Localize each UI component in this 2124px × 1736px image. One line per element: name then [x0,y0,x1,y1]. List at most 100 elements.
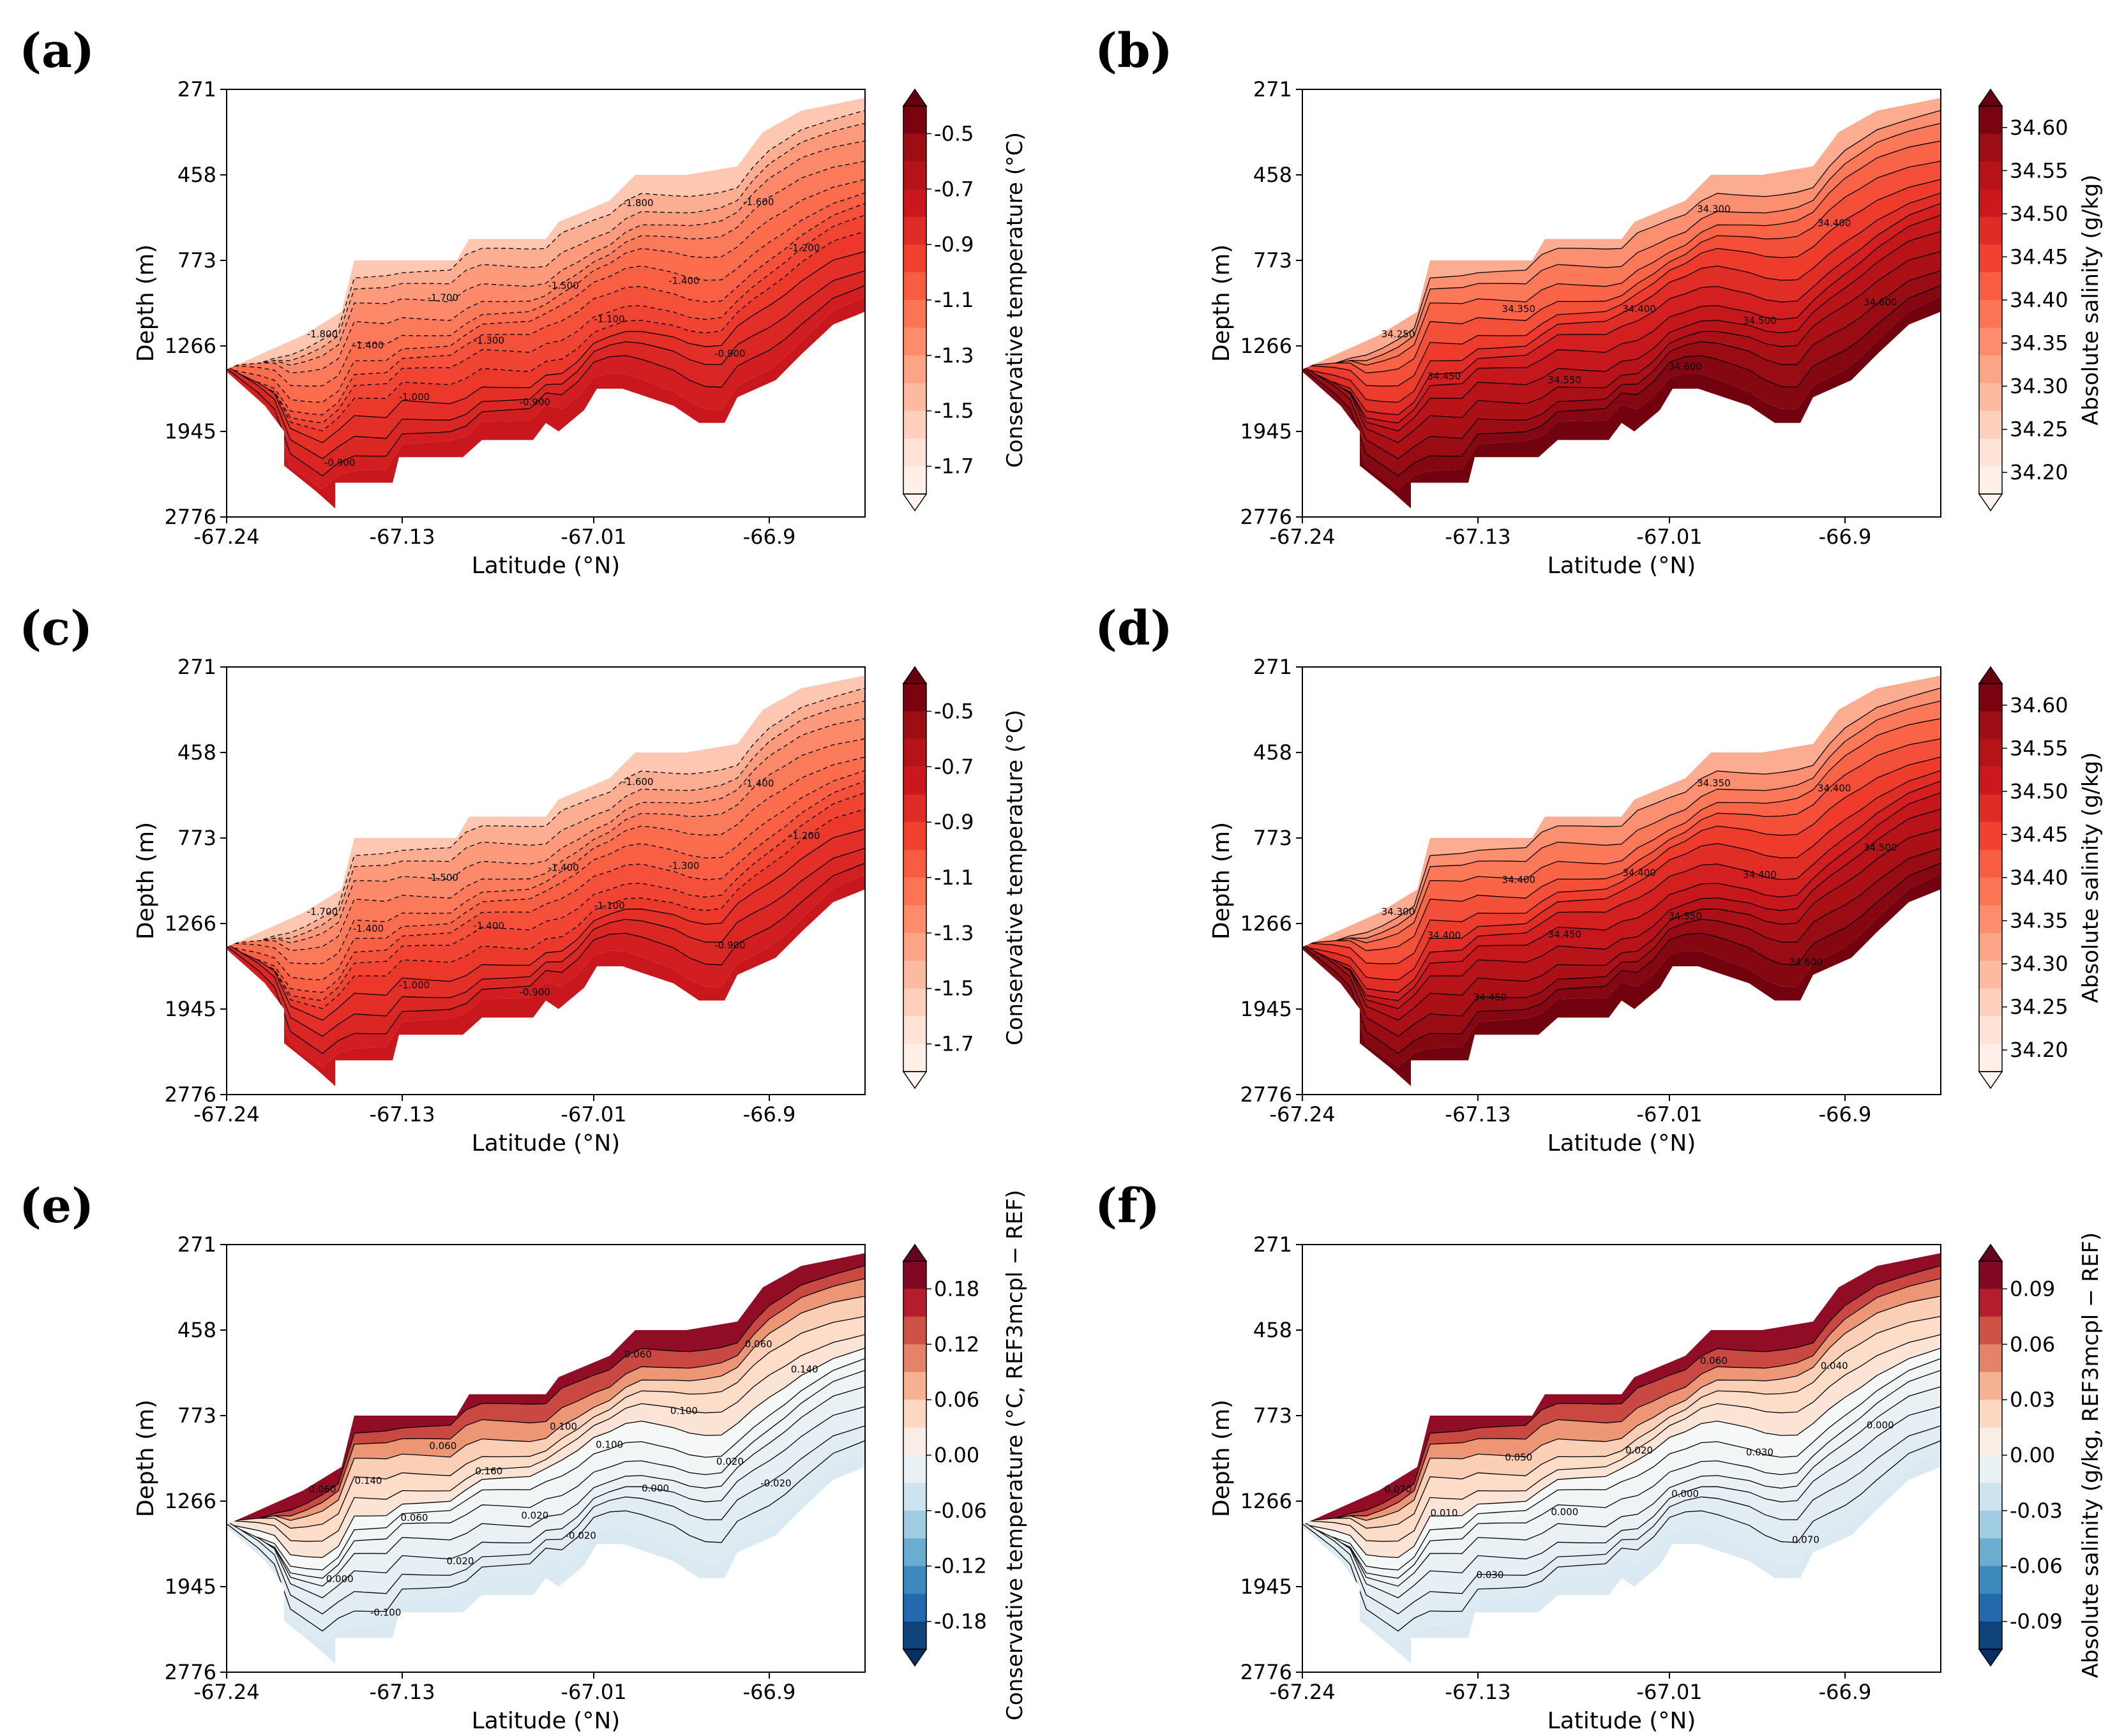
colorbar-band [1979,932,2002,961]
contour-line [1302,1370,1941,1579]
contour-line [227,192,865,403]
contour-label: 0.050 [1505,1452,1532,1463]
colorbar-band [1979,1044,2002,1072]
contour-line [1302,1315,1941,1529]
colorbar-tick-label: -1.1 [934,865,974,890]
contour-label: 34.500 [1864,842,1897,853]
colorbar-band [1979,684,2002,712]
contour-line [227,1386,865,1587]
colorbar-tick-label: -0.06 [934,1499,987,1523]
colorbar-extend-bottom [1978,1071,2003,1089]
contour-label: -1.400 [743,778,774,789]
colorbar-band [903,1400,926,1428]
colorbar-band [1979,1289,2002,1317]
contour-line [227,809,865,1009]
x-tick-label: -67.24 [1269,1102,1335,1126]
colorbar-band [903,1427,926,1456]
panel-c: (c) -1.700 -1.600 -1.500 -1.400 -1.400 -1.400 -… [19,601,1028,1156]
contour-label: 34.350 [1668,911,1702,922]
contour-label: 34.450 [1427,371,1461,382]
colorbar-tick-label: 34.45 [2010,822,2068,846]
contour-line [227,1278,865,1530]
colorbar-tick-label: 34.45 [2010,244,2068,269]
contour-band [227,701,865,952]
y-tick-label: 1266 [1240,334,1292,358]
x-axis-label: Latitude (°N) [472,1708,621,1734]
contour-label: 0.160 [475,1465,502,1477]
colorbar-band [903,466,926,495]
contour-label: -0.900 [520,396,550,408]
y-axis-label: Depth (m) [1209,244,1235,362]
y-axis-label: Depth (m) [1209,822,1235,939]
contour-label: 34.450 [1473,991,1507,1003]
axes-frame [1302,666,1941,1095]
colorbar-band [903,1372,926,1400]
contour-band [227,296,865,509]
colorbar-band [903,905,926,934]
contour-line [1302,780,1941,993]
y-tick-label: 773 [1253,248,1292,273]
colorbar-tick-label: -1.7 [934,454,974,479]
colorbar-band [1979,849,2002,878]
contour-label: 34.600 [1668,361,1702,373]
contour-label: 34.400 [1818,782,1851,794]
contour-label: -1.200 [789,242,820,253]
contour-line [1302,1334,1941,1542]
colorbar-tick-label: -1.5 [934,976,974,1001]
contour-label: 0.000 [326,1573,354,1585]
colorbar-band [903,327,926,356]
contour-label: -1.400 [474,920,504,931]
colorbar: 0.18 0.12 0.06 0.00 -0.06 -0.12 -0.18 Conservat… [902,1190,1028,1721]
colorbar: -0.5 -0.7 -0.9 -1.1 -1.3 -1.5 -1.7 Conservative… [902,88,1028,512]
colorbar-extend-top [1978,1243,2003,1262]
contour-label: 0.060 [1700,1355,1728,1366]
y-tick-label: 1945 [1240,1575,1292,1599]
colorbar-band [903,767,926,795]
y-tick-label: 458 [1253,1318,1292,1342]
colorbar-band [903,1621,926,1650]
colorbar-tick-label: -1.5 [934,399,974,423]
colorbar-band [903,794,926,823]
contour-line [227,718,865,949]
x-tick-label: -66.9 [743,1680,796,1704]
contour-band [227,1335,865,1558]
colorbar-band [903,1261,926,1289]
contour-label: -1.400 [548,862,578,873]
contour-label: -1.500 [428,872,458,883]
colorbar-extend-top [1978,666,2003,684]
colorbar-band [903,133,926,162]
contour-line [1302,285,1941,477]
contour-label: -1.200 [789,830,820,841]
contour-label: 34.600 [1864,296,1897,308]
contour-label: -1.100 [594,900,624,911]
y-tick-label: 1945 [165,419,216,444]
colorbar-band [903,1289,926,1317]
y-tick-label: 458 [1253,163,1292,187]
contour-line [227,285,865,477]
colorbar-tick-label: 34.55 [2010,736,2068,760]
x-tick-label: -67.01 [1636,1102,1702,1126]
contour-band [1302,296,1941,509]
y-tick-label: 1266 [1240,911,1292,936]
contour-band [227,1316,865,1542]
colorbar-band [903,1016,926,1045]
colorbar-band [1979,1400,2002,1428]
y-tick-label: 1945 [165,997,216,1021]
axes-frame [226,666,866,1095]
colorbar-band [1979,767,2002,795]
axes-frame [1302,1244,1941,1673]
contour-band [1302,718,1941,951]
colorbar-band [903,1510,926,1539]
colorbar-band [1979,300,2002,328]
contour-label: 34.400 [1743,869,1777,881]
contour-line [1302,1406,1941,1599]
contour-line [227,140,865,371]
contour-label: 34.400 [1427,930,1461,941]
contour-label: 0.070 [1385,1484,1412,1495]
panel-label: (a) [19,24,94,79]
contour-line [227,214,865,424]
panel-label: (e) [19,1179,94,1234]
contour-band [227,251,865,459]
y-tick-label: 773 [177,826,216,850]
x-tick-label: -66.9 [1819,1102,1872,1126]
